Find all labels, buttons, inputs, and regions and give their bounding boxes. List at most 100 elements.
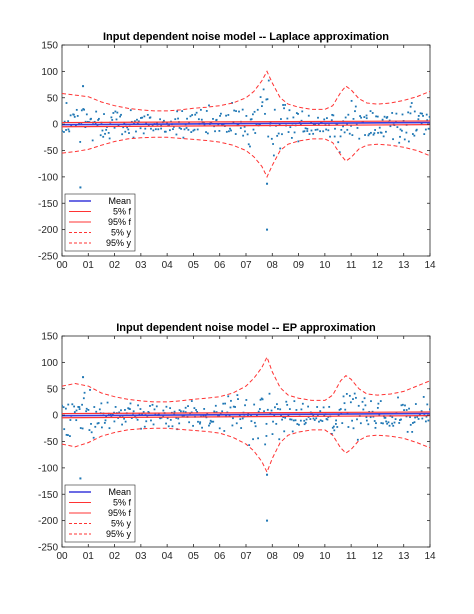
data-point [287, 131, 290, 133]
data-point [232, 405, 235, 408]
data-point [135, 130, 137, 133]
data-point [119, 115, 121, 118]
data-point [293, 131, 296, 134]
data-point [325, 128, 328, 131]
data-point [104, 132, 106, 135]
data-point [67, 120, 70, 123]
data-point [218, 427, 221, 430]
x-tick-label: 10 [319, 551, 331, 562]
x-tick-label: 08 [267, 551, 279, 562]
data-point [406, 430, 409, 433]
data-point [78, 408, 81, 410]
data-point [204, 414, 207, 417]
data-point [276, 134, 279, 137]
data-layer [62, 355, 430, 522]
data-point [400, 404, 403, 407]
data-point [337, 141, 340, 144]
data-point [78, 122, 80, 125]
data-point [81, 403, 83, 406]
data-point [376, 115, 379, 118]
data-point [164, 130, 167, 133]
data-point [98, 117, 100, 120]
data-point [115, 118, 118, 121]
data-point [191, 114, 194, 116]
data-point [182, 410, 185, 413]
data-point [362, 121, 364, 123]
x-tick-label: 09 [293, 551, 305, 562]
data-point [405, 415, 408, 418]
data-point [238, 415, 241, 417]
data-point [256, 108, 259, 111]
y-tick-label: -200 [38, 516, 58, 527]
data-point [319, 130, 321, 133]
data-point [334, 423, 337, 425]
data-point [247, 412, 250, 415]
data-point [127, 128, 130, 131]
data-point [178, 409, 181, 412]
data-point [73, 405, 76, 408]
data-point [218, 129, 221, 132]
data-point [82, 397, 85, 400]
data-point [101, 129, 104, 132]
data-point [67, 403, 70, 406]
data-point [392, 424, 395, 427]
data-point [393, 421, 396, 424]
data-point [182, 136, 185, 139]
data-point [327, 416, 330, 418]
data-point [62, 404, 63, 407]
data-point [187, 128, 190, 131]
data-point [218, 414, 221, 417]
data-point [85, 113, 88, 116]
data-point [370, 400, 372, 403]
data-point [344, 116, 347, 119]
data-point [289, 126, 292, 129]
data-point [386, 422, 389, 425]
f5-line [62, 124, 430, 128]
data-point [344, 408, 347, 411]
data-point [295, 112, 298, 114]
data-point [388, 424, 391, 427]
y-tick-label: -50 [44, 437, 59, 448]
data-point [397, 396, 399, 399]
data-point [132, 136, 135, 139]
y-tick-label: 100 [41, 358, 58, 369]
data-point [367, 423, 370, 426]
data-point [112, 112, 115, 114]
data-point [255, 124, 258, 126]
data-point [265, 422, 268, 425]
x-tick-label: 06 [214, 260, 226, 271]
data-point [307, 405, 310, 408]
data-point [377, 131, 379, 134]
data-point [172, 125, 175, 128]
data-point [186, 117, 188, 120]
data-point [69, 419, 72, 421]
data-point [264, 443, 267, 446]
data-point [293, 400, 296, 403]
data-point [99, 134, 102, 137]
data-point [365, 117, 368, 120]
data-point [343, 402, 346, 405]
legend-entry-label: 5% f [113, 498, 132, 508]
data-point [290, 136, 293, 139]
data-point [265, 435, 268, 437]
data-point [273, 414, 276, 417]
data-point [146, 113, 149, 116]
data-point [107, 131, 110, 134]
data-point [409, 416, 411, 419]
data-point [240, 427, 243, 429]
data-point [400, 129, 403, 132]
data-point [267, 135, 270, 138]
data-point [316, 414, 319, 417]
data-point [271, 433, 274, 435]
legend-entry-label: 95% y [106, 238, 132, 248]
data-point [174, 118, 177, 121]
data-point [343, 131, 346, 134]
data-point [368, 132, 371, 135]
data-point [101, 426, 103, 429]
data-point [363, 397, 366, 400]
data-point [155, 405, 158, 408]
x-tick-label: 13 [398, 551, 410, 562]
data-point [310, 129, 313, 132]
x-tick-label: 07 [240, 260, 252, 271]
y-tick-label: -200 [38, 225, 58, 236]
